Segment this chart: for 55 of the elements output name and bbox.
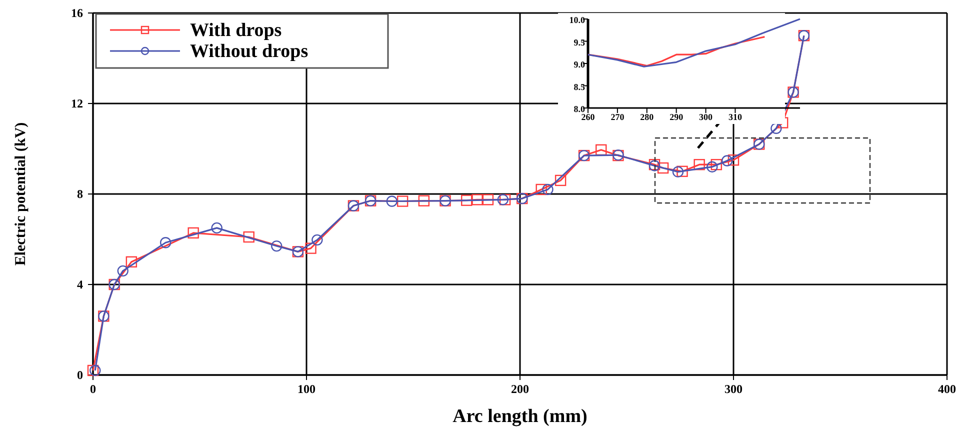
point: [188, 227, 199, 239]
y-tick-label: 8: [77, 187, 83, 201]
point: [710, 158, 722, 170]
point: [657, 162, 669, 174]
x-tick-label: 400: [938, 382, 956, 396]
legend-label: Without drops: [190, 41, 308, 62]
y-tick-label: 12: [71, 96, 83, 110]
point: [536, 184, 547, 196]
x-tick-label: 310: [728, 112, 742, 122]
x-tick-label: 200: [511, 382, 529, 396]
point: [312, 234, 323, 246]
point: [418, 195, 430, 206]
y-tick-label: 8.5: [574, 82, 586, 92]
x-tick-label: 0: [90, 382, 96, 396]
x-tick-label: 300: [724, 382, 742, 396]
point: [472, 194, 483, 206]
point: [728, 154, 740, 166]
y-tick-label: 16: [71, 6, 83, 20]
y-tick-label: 10.0: [569, 15, 586, 25]
point: [676, 166, 688, 177]
x-tick-label: 300: [699, 112, 714, 122]
legend-label: With drops: [190, 20, 282, 41]
point: [706, 161, 718, 172]
point: [770, 122, 782, 134]
point: [87, 364, 99, 376]
point: [694, 158, 705, 170]
point: [542, 184, 554, 196]
point: [160, 237, 172, 248]
point: [721, 155, 733, 166]
point: [243, 231, 254, 243]
y-tick-label: 0: [77, 368, 83, 382]
point: [271, 240, 282, 252]
point: [396, 196, 408, 207]
point: [126, 256, 138, 268]
x-tick-label: 290: [670, 112, 684, 122]
y-axis-title: Electric potential (kV): [13, 122, 29, 266]
x-tick-label: 100: [298, 382, 316, 396]
point: [305, 242, 316, 254]
point: [117, 265, 128, 277]
point: [672, 166, 684, 178]
point: [482, 194, 494, 206]
x-axis-title: Arc length (mm): [452, 406, 588, 427]
y-tick-label: 8.0: [574, 104, 586, 114]
point: [211, 222, 222, 234]
x-tick-label: 270: [610, 112, 625, 122]
x-tick-label: 260: [581, 112, 596, 122]
y-tick-label: 4: [77, 278, 83, 292]
y-tick-label: 9.5: [574, 37, 586, 48]
point: [461, 194, 472, 206]
point: [554, 174, 566, 186]
point: [386, 196, 398, 207]
point: [90, 364, 101, 376]
y-tick-label: 9.0: [574, 60, 586, 70]
line-series: [587, 18, 801, 68]
x-tick-label: 280: [640, 112, 654, 122]
